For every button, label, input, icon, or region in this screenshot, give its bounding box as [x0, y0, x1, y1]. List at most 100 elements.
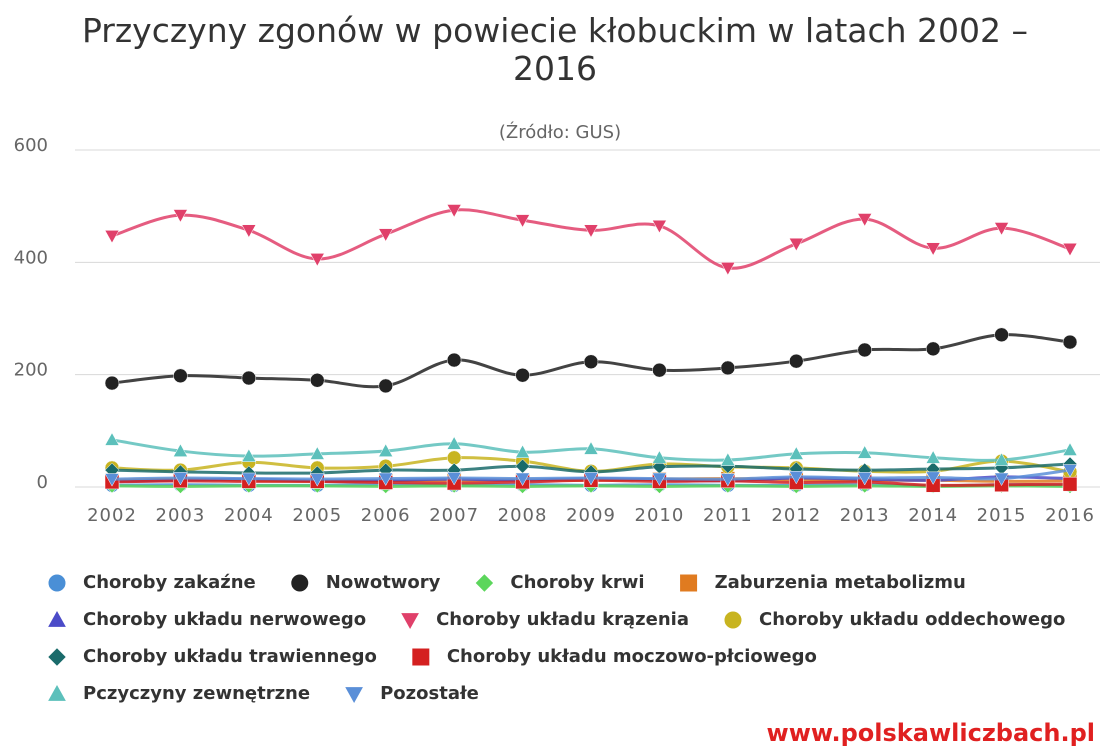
- legend-label: Choroby układu trawiennego: [83, 646, 377, 667]
- marker: [48, 574, 66, 592]
- marker: [994, 222, 1009, 236]
- series: [104, 432, 1078, 466]
- marker: [652, 362, 667, 378]
- marker: [104, 230, 120, 244]
- chart-subtitle: (Źródło: GUS): [499, 121, 621, 143]
- marker: [857, 472, 873, 486]
- x-tick-label: 2009: [566, 505, 616, 526]
- marker: [309, 473, 325, 487]
- legend-label: Nowotwory: [326, 572, 441, 593]
- marker: [173, 368, 188, 384]
- marker: [788, 471, 804, 485]
- series-line: [111, 208, 1071, 270]
- marker: [515, 444, 530, 459]
- x-tick-label: 2002: [87, 505, 137, 526]
- marker: [788, 237, 804, 252]
- legend-label: Choroby układu oddechowego: [759, 609, 1065, 630]
- marker: [378, 228, 394, 242]
- x-tick-label: 2007: [429, 505, 479, 526]
- legend-item: Choroby układu nerwowego: [48, 609, 366, 630]
- marker: [583, 441, 599, 455]
- marker: [291, 574, 309, 592]
- marker: [652, 450, 667, 464]
- x-tick-label: 2005: [292, 505, 342, 526]
- marker: [378, 472, 394, 487]
- series: [104, 327, 1078, 394]
- source: www.polskawliczbach.pl: [767, 719, 1095, 747]
- legend-label: Choroby układu krązenia: [436, 609, 689, 630]
- x-tick-label: 2006: [361, 505, 411, 526]
- marker: [173, 443, 188, 457]
- marker: [925, 450, 941, 464]
- marker: [1062, 476, 1078, 492]
- marker: [720, 360, 736, 376]
- marker: [1062, 243, 1078, 257]
- marker: [241, 448, 257, 462]
- marker: [994, 472, 1009, 487]
- legend-item: Choroby układu trawiennego: [48, 646, 377, 667]
- marker: [652, 472, 667, 487]
- legend-label: Pczyczyny zewnętrzne: [83, 683, 310, 704]
- marker: [446, 352, 462, 368]
- legend-item: Choroby układu krązenia: [401, 609, 689, 630]
- marker: [857, 342, 872, 358]
- x-tick-label: 2015: [977, 505, 1027, 526]
- marker: [446, 472, 462, 486]
- marker: [857, 213, 873, 227]
- y-tick-label: 0: [37, 472, 48, 493]
- marker: [345, 687, 363, 704]
- marker: [652, 219, 667, 234]
- y-tick-label: 200: [14, 360, 48, 381]
- legend-item: Zaburzenia metabolizmu: [680, 572, 966, 593]
- chart-title: Przyczyny zgonów w powiecie kłobuckim w …: [81, 11, 1029, 88]
- legend-label: Choroby układu nerwowego: [83, 609, 366, 630]
- marker: [173, 209, 188, 223]
- legend-label: Choroby układu moczowo-płciowego: [447, 646, 817, 667]
- marker: [48, 648, 66, 666]
- series: [104, 204, 1078, 276]
- marker: [925, 471, 941, 485]
- marker: [48, 684, 66, 701]
- marker: [857, 445, 873, 459]
- x-tick-label: 2008: [498, 505, 548, 526]
- marker: [475, 574, 494, 592]
- legend-label: Choroby krwi: [510, 572, 644, 593]
- legend-item: Nowotwory: [291, 572, 441, 593]
- y-tick-label: 400: [14, 247, 48, 268]
- marker: [583, 224, 599, 238]
- marker: [788, 446, 804, 460]
- marker: [104, 473, 120, 487]
- legend-item: Pczyczyny zewnętrzne: [48, 683, 310, 704]
- marker: [378, 378, 393, 394]
- marker: [241, 472, 257, 487]
- marker: [446, 436, 462, 450]
- legend-item: Choroby układu moczowo-płciowego: [412, 646, 817, 667]
- marker: [48, 610, 66, 627]
- x-tick-label: 2013: [840, 505, 890, 526]
- marker: [412, 648, 430, 666]
- marker: [401, 613, 419, 630]
- x-tick-label: 2016: [1045, 505, 1095, 526]
- marker: [720, 262, 736, 276]
- marker: [515, 472, 530, 487]
- x-tick-label: 2003: [156, 505, 206, 526]
- x-tick-label: 2004: [224, 505, 274, 526]
- marker: [446, 450, 462, 466]
- marker: [925, 341, 941, 357]
- marker: [309, 446, 325, 460]
- marker: [994, 327, 1009, 343]
- legend-item: Choroby krwi: [475, 572, 645, 593]
- marker: [104, 375, 120, 391]
- legend-item: Choroby układu oddechowego: [724, 609, 1065, 630]
- legend-item: Choroby zakaźne: [48, 572, 256, 593]
- x-tick-label: 2011: [703, 505, 753, 526]
- legend-label: Zaburzenia metabolizmu: [715, 572, 966, 593]
- legend-label: Choroby zakaźne: [83, 572, 256, 593]
- marker: [173, 472, 188, 486]
- marker: [104, 432, 120, 446]
- marker: [925, 242, 941, 256]
- marker: [724, 611, 742, 629]
- marker: [446, 204, 462, 218]
